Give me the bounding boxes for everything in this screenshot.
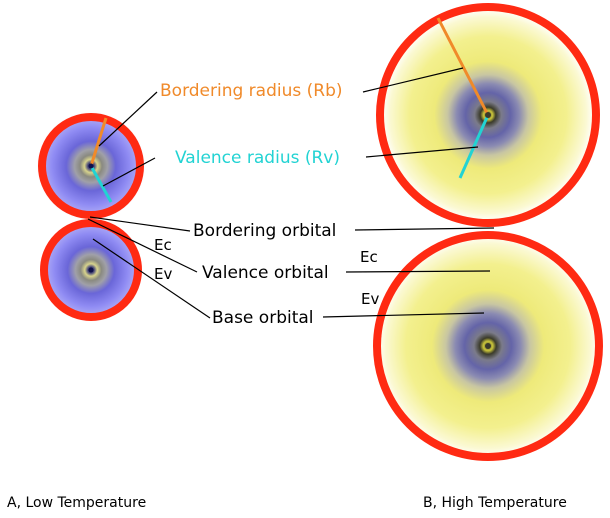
high-temp-atom-bottom — [371, 229, 605, 463]
caption-low-temperature: A, Low Temperature — [7, 495, 146, 511]
ec-label-left: Ec — [154, 236, 172, 254]
caption-high-temperature: B, High Temperature — [423, 495, 567, 511]
valence-orbital-label: Valence orbital — [202, 263, 329, 283]
ev-label-left: Ev — [154, 265, 172, 283]
valence-radius-label: Valence radius (Rv) — [175, 148, 340, 168]
ec-label-right: Ec — [360, 248, 378, 266]
bordering-orbital-label: Bordering orbital — [193, 221, 336, 241]
leader-lines — [87, 67, 495, 319]
low-temp-atom-bottom — [39, 218, 143, 322]
base-orbital-label: Base orbital — [212, 308, 314, 328]
low-temp-atom-top — [36, 111, 146, 221]
ev-label-right: Ev — [361, 290, 379, 308]
high-temp-atom-top — [376, 3, 600, 227]
bordering-radius-label: Bordering radius (Rb) — [160, 81, 343, 101]
